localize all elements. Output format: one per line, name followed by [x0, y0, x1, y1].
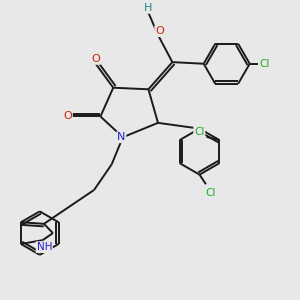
Text: H: H: [144, 3, 153, 13]
Text: O: O: [155, 26, 164, 36]
Text: Cl: Cl: [260, 59, 270, 69]
Text: O: O: [63, 112, 72, 122]
Text: NH: NH: [37, 242, 52, 252]
Text: Cl: Cl: [206, 188, 216, 198]
Text: O: O: [91, 54, 100, 64]
Text: N: N: [117, 132, 125, 142]
Text: Cl: Cl: [194, 127, 205, 137]
